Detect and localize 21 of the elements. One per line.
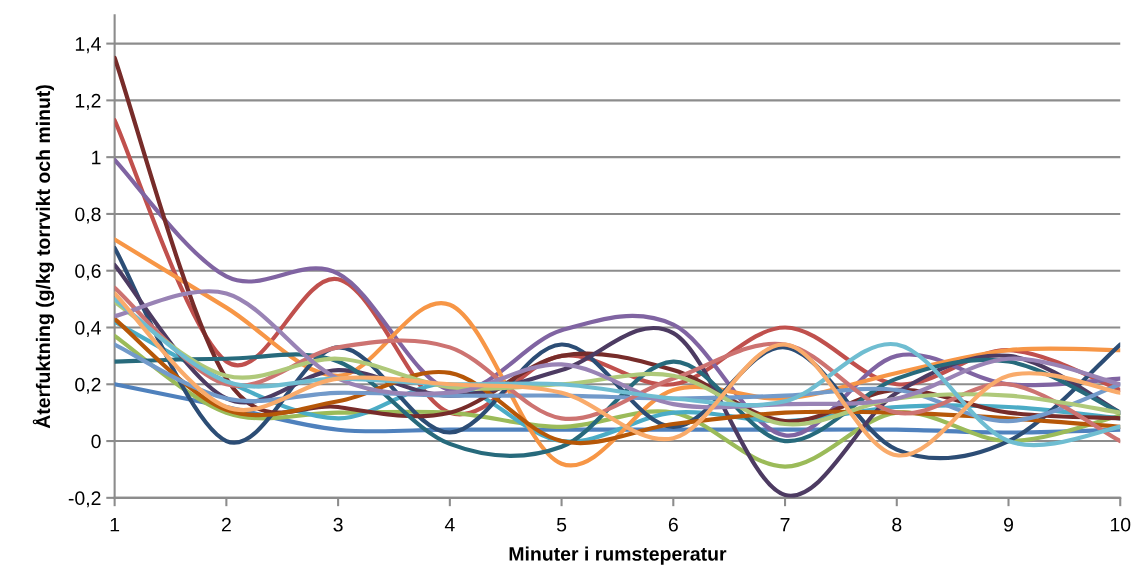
- x-axis-title: Minuter i rumsteperatur: [509, 546, 727, 565]
- x-tick-label: 1: [110, 517, 120, 532]
- x-tick-label: 6: [668, 517, 678, 532]
- y-axis-title: Återfuktning (g/kg torrvikt och minut): [32, 85, 55, 429]
- x-tick-label: 9: [1004, 517, 1013, 532]
- y-tick-label: 1,4: [75, 37, 101, 54]
- y-tick-label: 0,6: [75, 264, 101, 281]
- x-tick-label: 7: [780, 517, 790, 532]
- y-tick-label: -0,2: [68, 491, 101, 508]
- y-tick-label: 0: [91, 434, 101, 449]
- x-tick-label: 4: [444, 517, 455, 532]
- y-tick-label: 1,2: [75, 93, 101, 110]
- x-tick-label: 10: [1110, 517, 1131, 532]
- y-tick-label: 1: [92, 150, 101, 165]
- y-tick-label: 0,4: [75, 320, 101, 338]
- y-tick-label: 0,8: [75, 207, 101, 224]
- y-tick-label: 0,2: [75, 377, 101, 394]
- x-tick-label: 2: [221, 517, 231, 532]
- x-tick-label: 5: [556, 517, 567, 532]
- x-tick-label: 8: [892, 517, 902, 532]
- x-tick-label: 3: [333, 517, 343, 532]
